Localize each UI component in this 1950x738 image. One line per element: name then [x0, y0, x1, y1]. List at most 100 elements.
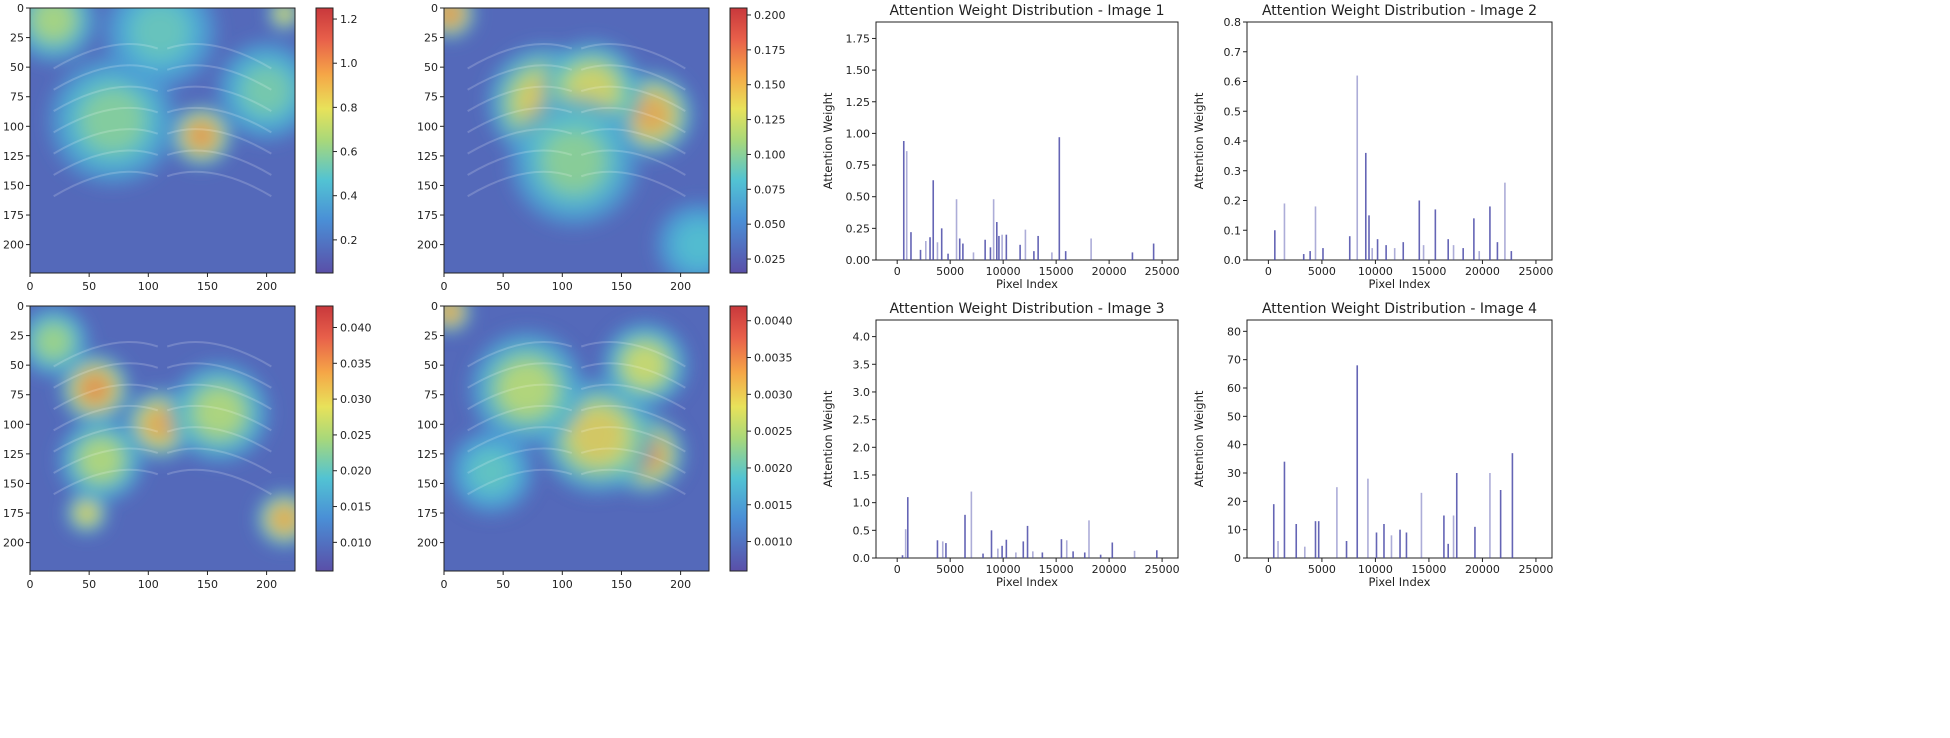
y-tick-label: 1.0 — [853, 497, 871, 510]
bar — [1088, 520, 1090, 558]
xray-ribs — [53, 43, 272, 198]
colorbar-tick-label: 0.015 — [340, 501, 372, 514]
bar — [1367, 478, 1369, 558]
heatmap-blob-group — [444, 8, 709, 273]
xray-rib — [53, 341, 159, 368]
bar — [1037, 235, 1039, 260]
xray-rib — [467, 128, 573, 155]
xray-rib — [467, 341, 573, 368]
colorbar — [729, 305, 748, 572]
bar — [1272, 504, 1275, 558]
xray-rib — [53, 106, 159, 134]
colorbar-tick-label: 0.030 — [340, 393, 372, 406]
bar — [1295, 524, 1298, 558]
heatmap-blob-group — [444, 306, 690, 516]
bar — [936, 540, 939, 558]
y-tick-label: 50 — [10, 61, 24, 74]
x-tick-label: 100 — [552, 578, 573, 591]
x-tick-label: 150 — [611, 578, 632, 591]
xray-rib — [580, 106, 686, 134]
bar — [1489, 206, 1491, 260]
bar — [925, 241, 927, 260]
bar — [992, 199, 995, 260]
y-tick-label: 50 — [424, 61, 438, 74]
x-tick-label: 150 — [197, 578, 218, 591]
xray-rib — [580, 43, 686, 70]
bar — [902, 141, 905, 260]
colorbar-tick-label: 0.6 — [340, 146, 358, 159]
xray-rib — [53, 85, 159, 112]
bar — [955, 199, 958, 260]
y-tick-label: 0.8 — [1224, 16, 1242, 29]
y-tick-label: 0.1 — [1224, 224, 1242, 237]
y-tick-label: 150 — [417, 477, 438, 490]
bar — [1283, 203, 1286, 260]
bar-series — [901, 491, 1158, 558]
bar — [1443, 515, 1445, 558]
xray-rib — [166, 341, 272, 368]
y-tick-label: 200 — [417, 537, 438, 550]
chart-title: Attention Weight Distribution - Image 2 — [1262, 3, 1537, 19]
y-tick-label: 0.0 — [1224, 254, 1242, 267]
xray-rib — [580, 149, 686, 176]
heatmap-frame — [29, 305, 296, 572]
y-tick-label: 125 — [3, 150, 24, 163]
y-tick-label: 10 — [1227, 524, 1241, 537]
colorbar-tick-label: 0.0040 — [754, 315, 793, 328]
xray-rib — [53, 447, 159, 474]
bar — [1405, 532, 1408, 558]
y-tick-label: 150 — [3, 477, 24, 490]
heatmap-image — [30, 8, 295, 273]
xray-rib — [467, 106, 573, 134]
heatmap-blob-group — [30, 306, 295, 549]
y-tick-label: 50 — [10, 359, 24, 372]
y-tick-label: 0.25 — [846, 222, 871, 235]
colorbar-tick-label: 0.200 — [754, 9, 786, 22]
bar — [1005, 539, 1008, 558]
bar — [982, 553, 984, 558]
y-tick-label: 75 — [424, 91, 438, 104]
bar — [1277, 541, 1279, 558]
x-tick-label: 50 — [496, 280, 510, 293]
xray-rib — [166, 106, 272, 134]
colorbar-tick-label: 0.150 — [754, 79, 786, 92]
bar — [958, 238, 961, 260]
y-tick-label: 100 — [417, 120, 438, 133]
bar — [962, 243, 964, 260]
y-tick-label: 125 — [3, 448, 24, 461]
chart-title: Attention Weight Distribution - Image 3 — [889, 301, 1164, 317]
heatmap-blob — [197, 390, 242, 435]
xray-rib — [53, 426, 159, 453]
bar — [1447, 239, 1449, 260]
bar — [1019, 244, 1021, 260]
bar — [1368, 215, 1370, 260]
y-tick-label: 0.2 — [1224, 195, 1242, 208]
x-axis-label: Pixel Index — [1369, 575, 1431, 589]
y-tick-label: 4.0 — [853, 331, 871, 344]
heatmap-blob — [34, 8, 73, 39]
bar — [1345, 541, 1348, 558]
bar — [998, 235, 1000, 260]
bar — [1111, 542, 1114, 558]
bar — [1090, 238, 1092, 260]
colorbar-tick-label: 0.2 — [340, 234, 358, 247]
bar — [970, 491, 973, 558]
heatmap-blob — [187, 121, 216, 150]
y-tick-label: 1.75 — [846, 32, 871, 45]
xray-rib — [53, 468, 159, 496]
xray-rib — [166, 43, 272, 70]
xray-rib — [467, 426, 573, 453]
xray-rib — [467, 170, 573, 198]
bar — [901, 555, 904, 558]
x-tick-label: 0 — [441, 578, 448, 591]
bar — [1072, 551, 1074, 558]
y-tick-label: 0.6 — [1224, 76, 1242, 89]
xray-rib — [467, 447, 573, 474]
heatmap-blob — [626, 346, 664, 384]
y-tick-label: 175 — [417, 209, 438, 222]
x-tick-label: 10000 — [986, 563, 1021, 576]
xray-rib — [580, 468, 686, 496]
bar — [1452, 515, 1455, 558]
heatmap-blob — [79, 373, 111, 405]
xray-rib — [580, 128, 686, 155]
